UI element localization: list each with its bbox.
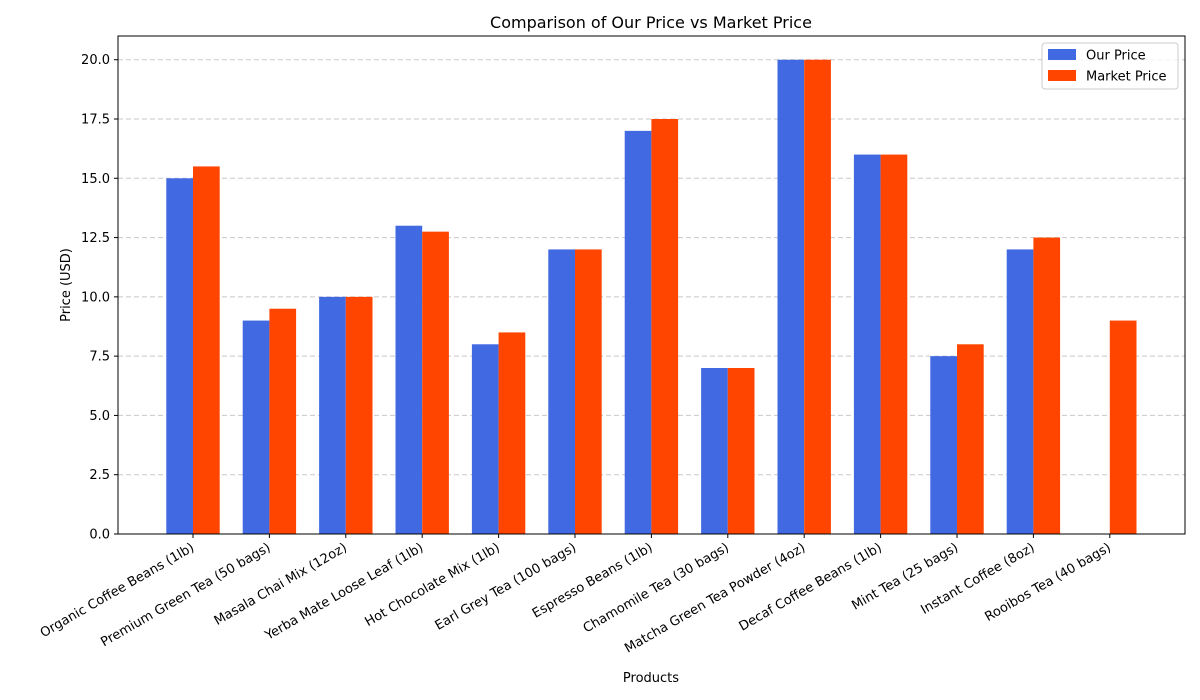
- bar-our-price: [166, 178, 193, 535]
- bar-our-price: [548, 249, 575, 534]
- bar-our-price: [471, 344, 499, 534]
- bar-market-price: [880, 154, 908, 535]
- bar-market-price: [193, 166, 220, 534]
- legend: Our Price Market Price: [1041, 42, 1179, 90]
- bar-market-price: [345, 296, 373, 534]
- bars: [166, 59, 1137, 535]
- bar-market-price: [498, 332, 526, 534]
- y-tick-label: 17.5: [81, 113, 110, 128]
- bar-market-price: [957, 344, 984, 534]
- y-tick-label: 15.0: [81, 172, 110, 187]
- bar-market-price: [1109, 320, 1137, 534]
- y-tick-label: 0.0: [89, 528, 110, 543]
- y-tick-label: 20.0: [81, 53, 110, 68]
- y-tick-label: 5.0: [89, 409, 110, 424]
- legend-swatch: [1048, 49, 1076, 60]
- bar-our-price: [777, 59, 805, 534]
- bar-our-price: [395, 225, 423, 534]
- bar-our-price: [242, 320, 270, 534]
- legend-label: Our Price: [1086, 49, 1146, 64]
- bar-market-price: [727, 368, 755, 534]
- bar-our-price: [853, 154, 881, 535]
- bar-market-price: [575, 249, 602, 534]
- legend-swatch: [1048, 70, 1076, 81]
- y-tick-label: 7.5: [89, 350, 110, 365]
- bar-our-price: [930, 356, 957, 534]
- bar-our-price: [319, 296, 346, 534]
- y-tick-label: 10.0: [81, 290, 110, 305]
- y-tick-label: 2.5: [89, 468, 110, 483]
- bar-market-price: [1033, 237, 1061, 535]
- bar-market-price: [651, 119, 679, 534]
- y-axis-ticks: 0.0 2.5 5.0 7.5 10.0 12.5 15.0 17.5 20.0: [81, 53, 118, 543]
- bar-our-price: [701, 368, 728, 534]
- bar-our-price: [624, 130, 652, 534]
- bar-market-price: [804, 59, 831, 534]
- y-tick-label: 12.5: [81, 231, 110, 246]
- legend-label: Market Price: [1086, 70, 1167, 85]
- x-axis-label: Products: [623, 671, 679, 686]
- chart-title: Comparison of Our Price vs Market Price: [490, 13, 812, 32]
- bar-our-price: [1006, 249, 1034, 534]
- y-axis-label: Price (USD): [59, 248, 74, 322]
- bar-market-price: [422, 231, 449, 534]
- bar-market-price: [269, 308, 297, 534]
